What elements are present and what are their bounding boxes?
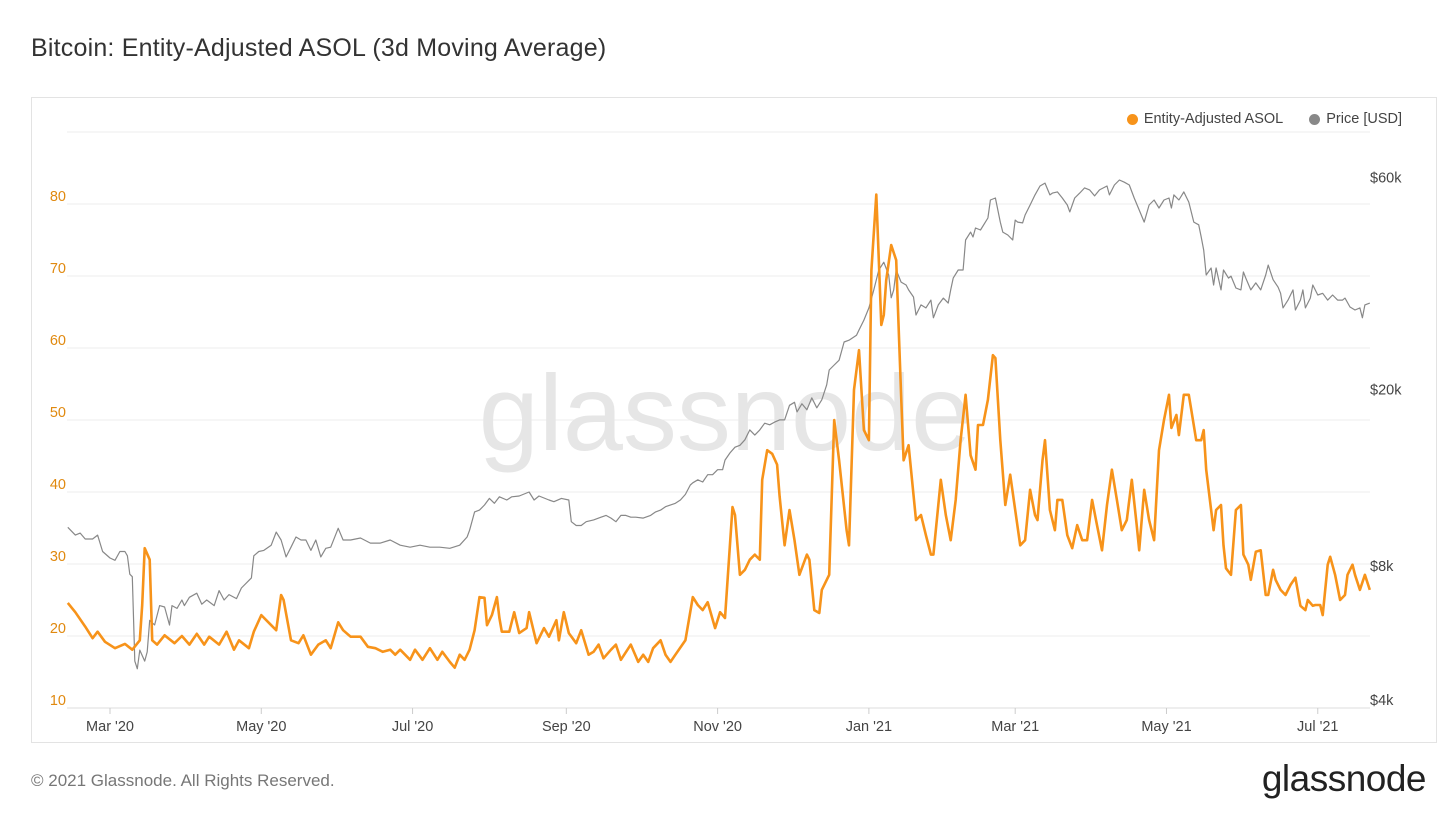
asol-series-line (66, 193, 1372, 669)
left-axis: 10 20 30 40 50 60 70 80 (50, 189, 66, 709)
left-axis-tick-label: 20 (50, 621, 66, 637)
right-axis-tick-label: $60k (1370, 170, 1402, 186)
chart-title: Bitcoin: Entity-Adjusted ASOL (3d Moving… (31, 34, 607, 62)
x-axis-tick-label: Jul '21 (1297, 719, 1338, 735)
price-legend-dot-icon (1309, 113, 1321, 125)
right-axis-tick-label: $8k (1370, 559, 1394, 575)
left-axis-tick-label: 10 (50, 693, 66, 709)
left-axis-tick-label: 30 (50, 549, 66, 565)
left-axis-tick-label: 60 (50, 333, 66, 349)
x-axis-tick-label: Mar '20 (86, 719, 134, 735)
legend-item-price[interactable]: Price [USD] (1309, 111, 1402, 127)
x-axis-tick-label: Jul '20 (392, 719, 433, 735)
copyright-footer: © 2021 Glassnode. All Rights Reserved. (31, 771, 335, 790)
left-axis-tick-label: 50 (50, 405, 66, 421)
legend-label-asol: Entity-Adjusted ASOL (1143, 111, 1284, 127)
x-axis-tick-label: Mar '21 (991, 719, 1039, 735)
left-axis-tick-label: 70 (50, 261, 66, 277)
chart-frame (31, 97, 1437, 743)
x-axis-tick-label: May '20 (236, 719, 286, 735)
x-axis-tick-label: May '21 (1141, 719, 1191, 735)
right-axis: $4k $8k $20k $60k (1370, 170, 1402, 709)
right-axis-tick-label: $20k (1370, 382, 1402, 398)
watermark: glassnode (479, 352, 971, 473)
right-axis-tick-label: $4k (1370, 693, 1394, 709)
asol-legend-dot-icon (1126, 113, 1138, 125)
glassnode-logo[interactable]: glassnode (1261, 758, 1427, 799)
x-axis-tick-label: Nov '20 (693, 719, 742, 735)
legend-label-price: Price [USD] (1326, 111, 1402, 127)
series-layer (66, 179, 1372, 670)
x-axis-tick-label: Jan '21 (846, 719, 892, 735)
legend: Entity-Adjusted ASOL Price [USD] (1126, 111, 1402, 127)
left-axis-tick-label: 40 (50, 477, 66, 493)
x-axis: Mar '20 May '20 Jul '20 Sep '20 Nov '20 Jan '… (67, 707, 1370, 735)
legend-item-asol[interactable]: Entity-Adjusted ASOL (1126, 111, 1284, 127)
x-axis-tick-label: Sep '20 (542, 719, 591, 735)
left-axis-tick-label: 80 (50, 189, 66, 205)
price-series-line (67, 179, 1371, 670)
